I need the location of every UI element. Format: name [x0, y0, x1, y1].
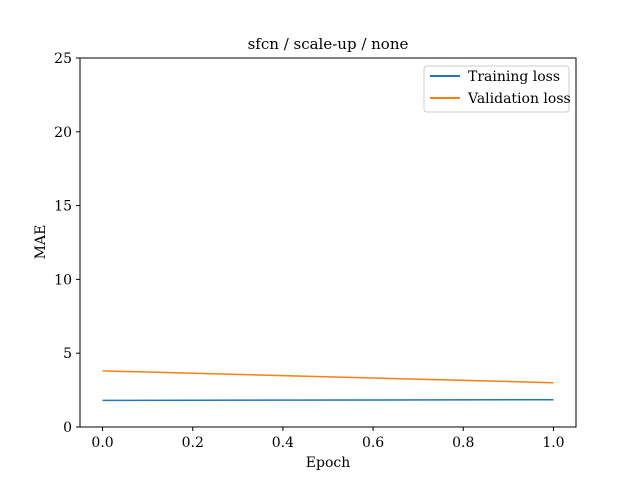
x-tick-label: 0.8 — [452, 435, 474, 451]
legend-label-1: Training loss — [468, 69, 560, 85]
chart-title: sfcn / scale-up / none — [248, 35, 409, 53]
y-tick-label: 0 — [63, 420, 72, 436]
x-tick-label: 1.0 — [542, 435, 564, 451]
x-axis-label: Epoch — [306, 455, 350, 471]
x-tick-label: 0.4 — [272, 435, 294, 451]
y-tick-label: 25 — [54, 51, 72, 67]
legend-box — [423, 65, 570, 113]
y-tick-label: 15 — [54, 199, 72, 215]
series-layer — [102, 370, 554, 402]
series-line-1 — [102, 398, 554, 402]
y-tick-label: 5 — [63, 346, 72, 362]
x-axis-ticks: 0.0 0.2 0.4 0.6 0.8 1.0 — [91, 427, 565, 451]
x-tick-label: 0.6 — [362, 435, 384, 451]
plot-area — [80, 58, 576, 427]
y-axis-ticks: 0 5 10 15 20 25 — [54, 51, 80, 436]
plot-frame — [79, 57, 577, 428]
y-tick-label: 20 — [54, 125, 72, 141]
y-axis-label: MAE — [33, 225, 49, 260]
legend: Training loss Validation loss — [423, 65, 571, 113]
x-tick-label: 0.0 — [91, 435, 113, 451]
series-line-2 — [102, 370, 554, 384]
y-tick-label: 10 — [54, 272, 72, 288]
x-tick-label: 0.2 — [182, 435, 204, 451]
legend-label-2: Validation loss — [467, 91, 571, 107]
